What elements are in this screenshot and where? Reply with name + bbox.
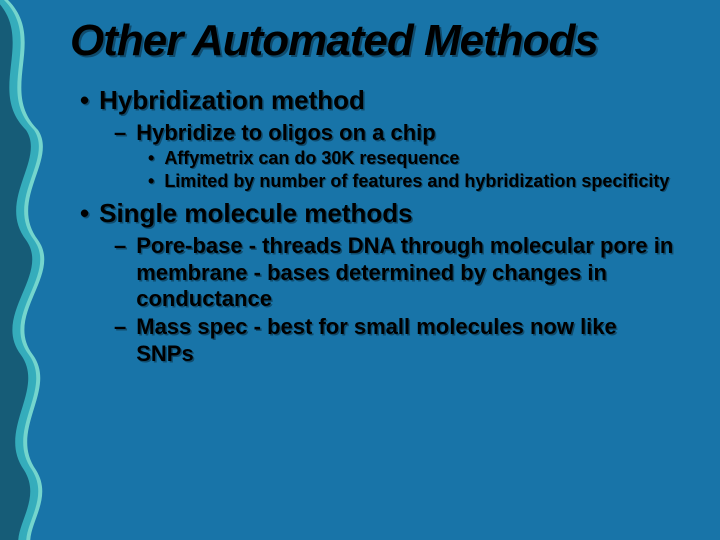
bullet-marker: – xyxy=(114,233,126,312)
bullet-marker: • xyxy=(80,199,89,229)
bullet-l2: – Mass spec - best for small molecules n… xyxy=(114,314,680,367)
bullet-l3: • Limited by number of features and hybr… xyxy=(148,171,680,193)
bullet-text: Limited by number of features and hybrid… xyxy=(164,171,680,193)
bullet-marker: • xyxy=(148,171,154,193)
bullet-text: Affymetrix can do 30K resequence xyxy=(164,148,680,170)
bullet-marker: – xyxy=(114,314,126,367)
bullet-text: Hybridization method xyxy=(99,86,680,116)
bullet-text: Pore-base - threads DNA through molecula… xyxy=(136,233,680,312)
bullet-marker: • xyxy=(148,148,154,170)
bullet-l2: – Pore-base - threads DNA through molecu… xyxy=(114,233,680,312)
bullet-text: Hybridize to oligos on a chip xyxy=(136,120,680,146)
slide-title: Other Automated Methods xyxy=(70,18,680,64)
bullet-text: Single molecule methods xyxy=(99,199,680,229)
bullet-marker: • xyxy=(80,86,89,116)
slide-content: Other Automated Methods • Hybridization … xyxy=(0,0,720,540)
bullet-marker: – xyxy=(114,120,126,146)
bullet-l1: • Hybridization method xyxy=(80,86,680,116)
bullet-l2: – Hybridize to oligos on a chip xyxy=(114,120,680,146)
bullet-l1: • Single molecule methods xyxy=(80,199,680,229)
bullet-text: Mass spec - best for small molecules now… xyxy=(136,314,680,367)
bullet-l3: • Affymetrix can do 30K resequence xyxy=(148,148,680,170)
